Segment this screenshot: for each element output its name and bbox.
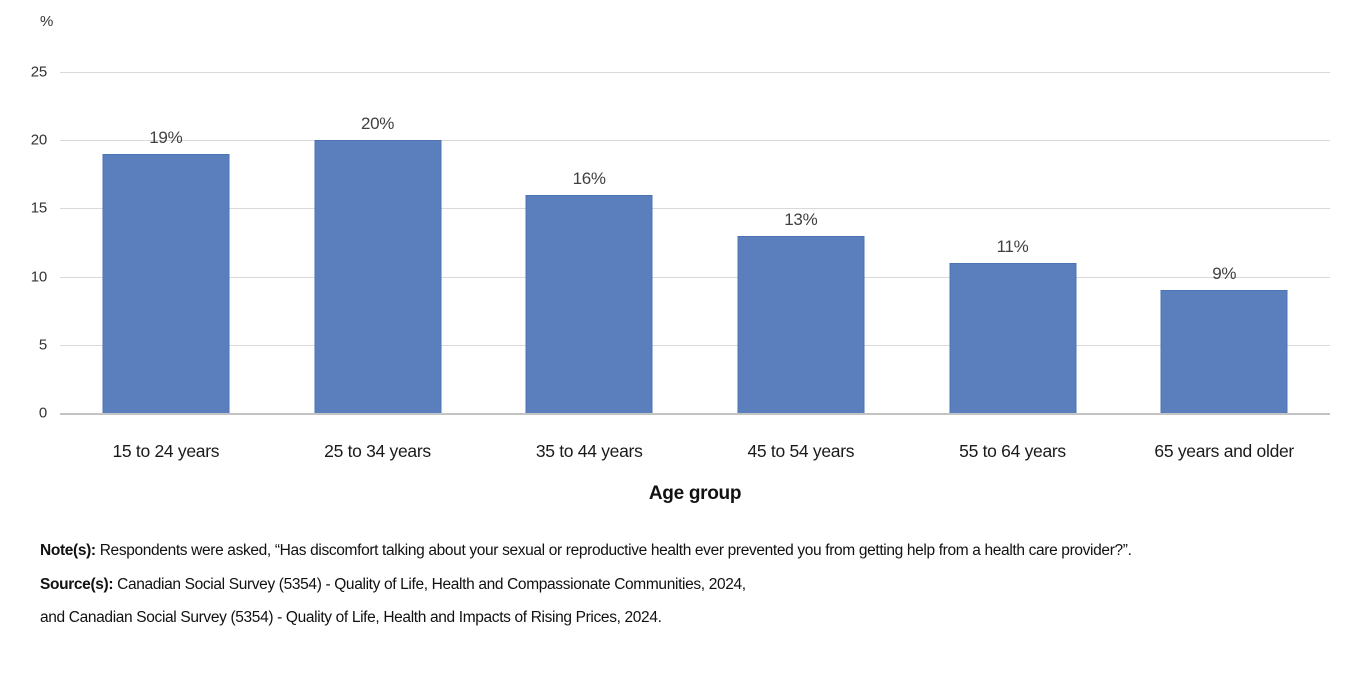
bar-value-label: 19%: [149, 127, 183, 147]
category-slot: 16%: [483, 72, 695, 413]
bar-value-label: 9%: [1212, 264, 1237, 284]
gridline-0: [60, 413, 1330, 415]
category-slot: 19%: [60, 72, 272, 413]
notes-block: Note(s): Respondents were asked, “Has di…: [40, 540, 1340, 641]
bar: [102, 153, 230, 413]
bar-value-label: 20%: [360, 114, 395, 134]
bar: [949, 262, 1077, 413]
gridline-5: [60, 344, 1330, 346]
source-label: Source(s):: [40, 575, 114, 593]
x-axis-category-labels: 15 to 24 years 25 to 34 years 35 to 44 yea…: [60, 441, 1330, 462]
x-category-label: 15 to 24 years: [112, 441, 220, 461]
y-tick-label-10: 10: [30, 268, 48, 286]
category-slot: 13%: [695, 72, 907, 413]
y-axis-ticks: 0 5 10 15 20 25: [0, 64, 55, 422]
category-slot: 20%: [272, 72, 484, 413]
note-text: Respondents were asked, “Has discomfort …: [95, 542, 1132, 559]
gridline-25: [60, 72, 1330, 73]
y-tick-label-25: 25: [30, 63, 48, 81]
x-category-label: 55 to 64 years: [959, 441, 1066, 461]
note-label: Note(s):: [40, 542, 96, 559]
bar: [314, 140, 441, 413]
gridline-15: [60, 208, 1330, 210]
bar-value-label: 16%: [572, 168, 606, 188]
x-category-label: 25 to 34 years: [324, 441, 431, 461]
bar-value-label: 13%: [784, 209, 818, 229]
bar: [737, 235, 865, 413]
x-category-label: 45 to 54 years: [747, 441, 855, 461]
source-text-2: and Canadian Social Survey (5354) - Qual…: [40, 609, 662, 626]
x-axis-title: Age group: [648, 483, 742, 504]
category-slot: 11%: [907, 72, 1119, 413]
y-tick-label-5: 5: [38, 336, 47, 354]
note-line: Note(s): Respondents were asked, “Has di…: [40, 540, 1340, 561]
x-category-label: 35 to 44 years: [535, 441, 643, 461]
y-tick-label-0: 0: [38, 404, 47, 422]
source-text: Canadian Social Survey (5354) - Quality …: [113, 575, 746, 593]
bar: [1160, 290, 1288, 413]
bar-value-label: 11%: [996, 236, 1029, 256]
bar: [525, 194, 653, 413]
bars-row: 19% 20% 16% 13% 11% 9%: [60, 72, 1330, 413]
gridline-10: [60, 276, 1330, 278]
source-line-2: and Canadian Social Survey (5354) - Qual…: [40, 607, 1340, 628]
x-category-label: 65 years and older: [1154, 441, 1294, 461]
source-line: Source(s): Canadian Social Survey (5354)…: [40, 574, 1340, 595]
y-tick-label-20: 20: [30, 131, 48, 149]
y-axis-unit-label: %: [40, 13, 54, 30]
plot-area: [60, 72, 1330, 415]
gridline-20: [60, 140, 1330, 142]
category-slot: 9%: [1118, 72, 1330, 413]
y-tick-label-15: 15: [30, 199, 48, 217]
